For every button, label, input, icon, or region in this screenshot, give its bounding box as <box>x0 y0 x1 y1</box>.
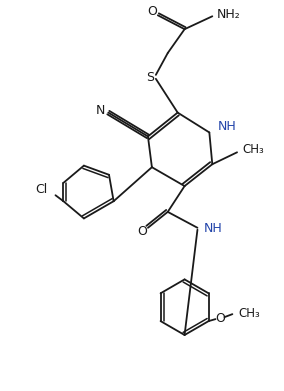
Text: NH: NH <box>203 222 222 235</box>
Text: CH₃: CH₃ <box>242 143 264 156</box>
Text: S: S <box>146 71 154 84</box>
Text: O: O <box>216 312 225 325</box>
Text: N: N <box>96 104 105 117</box>
Text: O: O <box>137 225 147 238</box>
Text: NH₂: NH₂ <box>216 8 240 21</box>
Text: CH₃: CH₃ <box>238 307 260 320</box>
Text: NH: NH <box>217 120 236 133</box>
Text: Cl: Cl <box>36 183 48 196</box>
Text: O: O <box>147 5 157 18</box>
